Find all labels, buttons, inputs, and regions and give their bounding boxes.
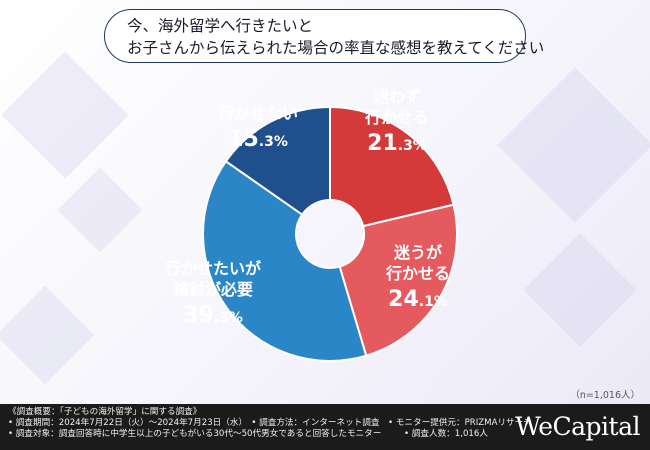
slice-label: 行かせる bbox=[385, 264, 450, 283]
slice-value: 24.1% bbox=[388, 287, 448, 312]
question-line-2: お子さんから伝えられた場合の率直な感想を教えてください bbox=[127, 39, 545, 57]
slice-label-group: 行かせない 15.3% bbox=[217, 104, 298, 152]
slice-label: 行かせたいが bbox=[164, 259, 261, 278]
slice-label: 迷うが bbox=[393, 243, 442, 262]
survey-overview-title: 《調査概要：「子どもの海外留学」に関する調査》 bbox=[8, 407, 202, 417]
survey-count: • 調査人数：1,016人 bbox=[404, 429, 488, 439]
question-box: 今、海外留学へ行きたいと お子さんから伝えられた場合の率直な感想を教えてください bbox=[104, 9, 545, 63]
slice-label: 検討が必要 bbox=[173, 280, 253, 299]
slice-label: 迷わず bbox=[372, 87, 421, 106]
footer: 《調査概要：「子どもの海外留学」に関する調査》 • 調査期間：2024年7月22… bbox=[0, 404, 650, 450]
pie-slice bbox=[329, 105, 455, 228]
pie-slice bbox=[338, 203, 458, 357]
pie-slice bbox=[224, 105, 331, 216]
slice-label: 行かせない bbox=[217, 104, 298, 123]
slice-label: 行かせる bbox=[364, 108, 429, 127]
slice-value: 21.3% bbox=[367, 131, 427, 156]
pie-slice bbox=[202, 159, 368, 362]
brand-logo: WeCapital bbox=[515, 412, 640, 441]
sample-size-note: （n=1,016人） bbox=[570, 390, 640, 401]
slice-value: 39.3% bbox=[183, 303, 243, 328]
survey-period-method: • 調査期間：2024年7月22日（火）～2024年7月23日（水） • 調査方… bbox=[8, 418, 532, 428]
question-line-1: 今、海外留学へ行きたいと bbox=[127, 17, 314, 35]
slice-value: 15.3% bbox=[228, 127, 288, 152]
survey-target: • 調査対象：調査回答時に中学生以上の子どもがいる30代～50代男女であると回答… bbox=[8, 429, 382, 439]
